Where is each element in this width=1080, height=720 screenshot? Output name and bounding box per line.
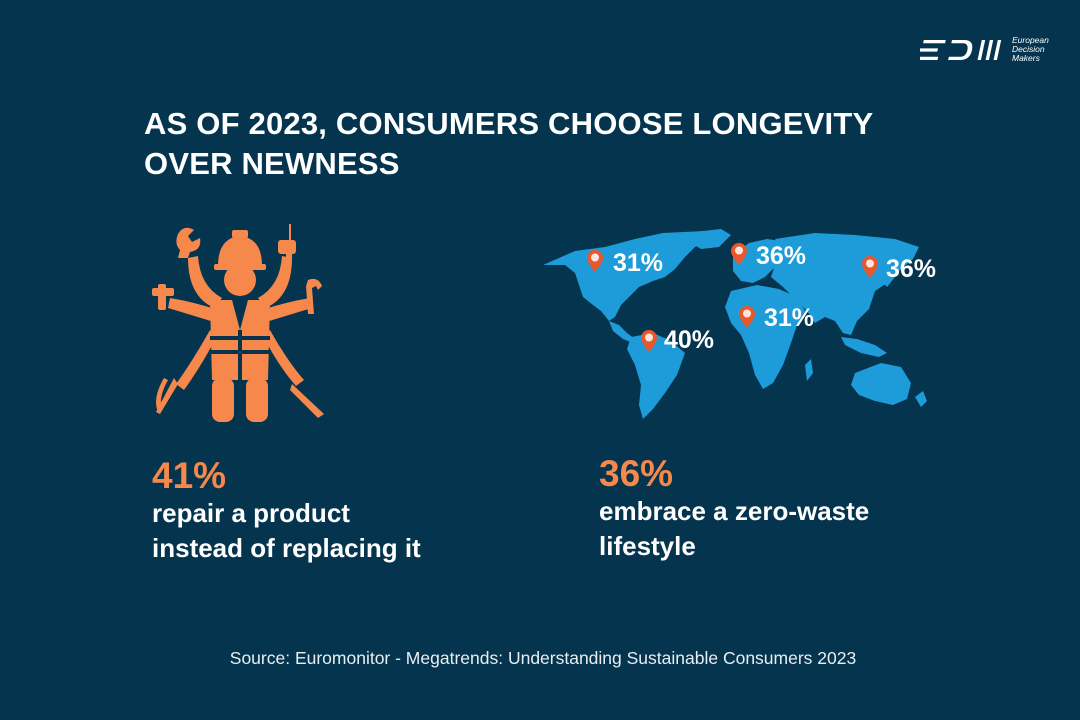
multitasking-worker-icon <box>148 218 333 428</box>
map-pin-icon <box>739 306 755 333</box>
map-pin-label-europe: 36% <box>756 242 807 270</box>
zero-waste-stat-line-2: lifestyle <box>599 531 696 561</box>
map-pin-icon <box>731 243 747 270</box>
title-line-2: OVER NEWNESS <box>144 146 400 181</box>
repair-stat: 41% repair a product instead of replacin… <box>152 456 512 566</box>
zero-waste-stat-percent: 36% <box>599 453 674 494</box>
logo-line-makers: Makers <box>1012 53 1040 63</box>
repair-stat-line-2: instead of replacing it <box>152 533 421 563</box>
repair-stat-line-1: repair a product <box>152 498 350 528</box>
map-pin-label-asia-pacific: 36% <box>886 255 937 283</box>
map-pin-icon <box>862 256 878 283</box>
map-pin-label-latin-america: 40% <box>664 326 715 354</box>
source-citation: Source: Euromonitor - Megatrends: Unders… <box>229 648 857 668</box>
logo-line-european: European <box>1012 35 1049 45</box>
page-title: AS OF 2023, CONSUMERS CHOOSE LONGEVITY O… <box>144 104 944 184</box>
map-pin-label-mea: 31% <box>764 304 815 332</box>
map-pin-icon <box>641 330 657 357</box>
title-line-1: AS OF 2023, CONSUMERS CHOOSE LONGEVITY <box>144 106 874 141</box>
edm-logo-mark-icon <box>920 39 1002 60</box>
repair-stat-percent: 41% <box>152 455 227 496</box>
edm-logo: European Decision Makers <box>920 36 1049 63</box>
logo-line-decision: Decision <box>1012 44 1045 54</box>
zero-waste-stat: 36% embrace a zero-waste lifestyle <box>599 454 959 564</box>
map-pin-icon <box>587 250 603 277</box>
map-pin-label-north-america: 31% <box>613 249 664 277</box>
zero-waste-stat-line-1: embrace a zero-waste <box>599 496 870 526</box>
logo-text: European Decision Makers <box>1012 36 1049 63</box>
